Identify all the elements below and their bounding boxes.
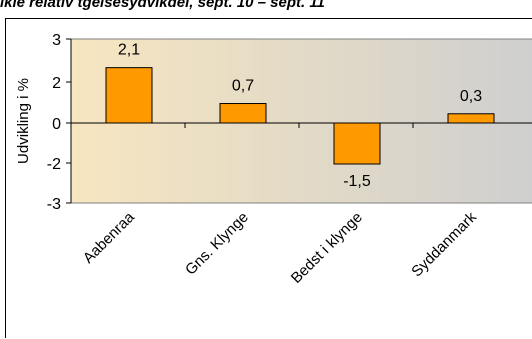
x-tick-label: Gns. Klynge [182, 209, 252, 279]
data-label: 0,7 [232, 78, 254, 95]
chart-frame: 3 2 0 -2 -3 2,1 0,7 -1,5 0,3 Aabenraa Gns. Klyng… [5, 18, 532, 338]
y-tick-label: -3 [47, 196, 61, 213]
y-tick-label: -2 [47, 156, 61, 173]
data-labels: 2,1 0,7 -1,5 0,3 [118, 42, 482, 190]
bar-syddanmark [447, 113, 495, 124]
x-tick-label: Syddanmark [408, 208, 480, 280]
bar-aabenraa [105, 67, 153, 124]
y-axis-title: Udvikling i % [15, 78, 32, 164]
data-label: -1,5 [343, 173, 371, 190]
bar-bedst-i-klynge [333, 122, 381, 165]
bars [105, 67, 495, 165]
x-tick-label: Aabenraa [80, 208, 138, 266]
y-tick-label: 0 [52, 116, 61, 133]
x-tick-label: Bedst i klynge [288, 209, 366, 287]
y-tick-label: 2 [52, 75, 61, 92]
data-label: 2,1 [118, 42, 140, 59]
data-label: 0,3 [460, 88, 482, 105]
bar-gns-klynge [219, 103, 267, 124]
y-axis: 3 2 0 -2 -3 [47, 32, 72, 213]
chart-canvas: 3 2 0 -2 -3 2,1 0,7 -1,5 0,3 Aabenraa Gns. Klyng… [15, 32, 532, 287]
chart-title: ikle relativ tgelsesydvikdel, sept. 10 –… [0, 0, 325, 11]
y-tick-label: 3 [52, 32, 61, 49]
